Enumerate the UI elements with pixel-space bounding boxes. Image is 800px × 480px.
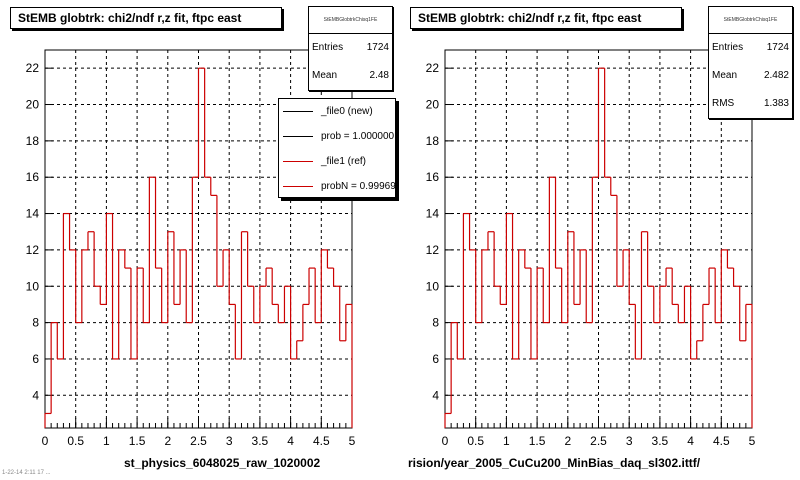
- left-ytick-label-9: 22: [26, 61, 40, 75]
- corner-timestamp: 1-22-14 2:11 17 ...: [2, 470, 51, 476]
- legend-entry-new: _file0 (new): [279, 99, 395, 124]
- left-frame: [44, 49, 353, 429]
- right-entries-value: 1724: [766, 42, 789, 53]
- right-rms-label: RMS: [712, 98, 735, 109]
- left-stats-mean: Mean 2.48: [309, 62, 392, 90]
- right-ytick-label-9: 22: [426, 61, 440, 75]
- left-xtick-label-7: 3.5: [252, 434, 269, 448]
- left-histogram-chart: 4 6 8 10 12 14 16 18 20 22 0 0.5 1 1.5 2 2.5 3 3.5 4 4.5 5: [26, 49, 356, 448]
- legend-line-probn: [283, 186, 313, 187]
- right-ytick-label-0: 4: [432, 388, 439, 402]
- left-xtick-label-10: 5: [349, 434, 356, 448]
- left-stats-entries: Entries 1724: [309, 34, 392, 62]
- left-xtick-label-9: 4.5: [313, 434, 330, 448]
- right-xtick-label-7: 3.5: [652, 434, 669, 448]
- left-legend: _file0 (new) prob = 1.000000 _file1 (ref…: [278, 98, 396, 198]
- right-frame: [444, 49, 753, 429]
- left-ytick-label-2: 8: [32, 316, 39, 330]
- left-entries-value: 1724: [366, 42, 389, 53]
- left-stats-box: StEMBGlobtrkChisq1FE Entries 1724 Mean 2…: [308, 6, 393, 91]
- right-x-caption: rision/year_2005_CuCu200_MinBias_daq_sl3…: [408, 456, 701, 470]
- left-xtick-label-1: 0.5: [67, 434, 84, 448]
- left-xtick-label-5: 2.5: [190, 434, 207, 448]
- right-histogram-chart: 4 6 8 10 12 14 16 18 20 22 0 0.5 1 1.5 2 2.5 3 3.5 4 4.5 5: [426, 49, 756, 448]
- right-xtick-label-6: 3: [626, 434, 633, 448]
- right-xtick-label-2: 1: [503, 434, 510, 448]
- legend-label-ref: _file1 (ref): [321, 156, 367, 167]
- left-xtick-label-2: 1: [103, 434, 110, 448]
- right-title: StEMB globtrk: chi2/ndf r,z fit, ftpc ea…: [410, 7, 682, 29]
- right-stats-box: StEMBGlobtrkChisq1FE Entries 1724 Mean 2…: [708, 6, 793, 119]
- legend-entry-ref: _file1 (ref): [279, 149, 395, 174]
- right-ytick-label-1: 6: [432, 352, 439, 366]
- left-x-caption: st_physics_6048025_raw_1020002: [124, 456, 321, 470]
- right-ytick-label-8: 20: [426, 98, 440, 112]
- legend-line-prob: [283, 136, 313, 137]
- left-ytick-label-8: 20: [26, 98, 40, 112]
- left-title: StEMB globtrk: chi2/ndf r,z fit, ftpc ea…: [10, 7, 282, 29]
- right-entries-label: Entries: [712, 42, 744, 53]
- left-xtick-label-4: 2: [164, 434, 171, 448]
- legend-entry-prob: prob = 1.000000: [279, 124, 395, 149]
- right-mean-label: Mean: [712, 70, 738, 81]
- right-stats-rms: RMS 1.383: [709, 90, 792, 118]
- right-xtick-label-9: 4.5: [713, 434, 730, 448]
- right-ytick-label-2: 8: [432, 316, 439, 330]
- right-ytick-label-7: 18: [426, 134, 440, 148]
- right-xtick-label-4: 2: [564, 434, 571, 448]
- right-stats-mean: Mean 2.482: [709, 62, 792, 90]
- right-xtick-label-3: 1.5: [529, 434, 546, 448]
- right-ytick-label-3: 10: [426, 279, 440, 293]
- right-xtick-label-5: 2.5: [590, 434, 607, 448]
- legend-entry-probn: probN = 0.999699: [279, 174, 396, 197]
- left-ytick-label-1: 6: [32, 352, 39, 366]
- right-ytick-label-6: 16: [426, 170, 440, 184]
- left-ytick-label-5: 14: [26, 207, 40, 221]
- left-xtick-label-3: 1.5: [129, 434, 146, 448]
- left-ytick-label-4: 12: [26, 243, 40, 257]
- right-xtick-label-1: 0.5: [467, 434, 484, 448]
- left-entries-label: Entries: [312, 42, 344, 53]
- legend-label-new: _file0 (new): [321, 106, 373, 117]
- right-ytick-label-4: 12: [426, 243, 440, 257]
- left-histogram-panel: 4 6 8 10 12 14 16 18 20 22 0 0.5 1 1.5 2 2.5 3 3.5 4 4.5 5 S…: [10, 6, 396, 470]
- right-histogram-panel: 4 6 8 10 12 14 16 18 20 22 0 0.5 1 1.5 2 2.5 3 3.5 4 4.5 5 S…: [400, 0, 800, 480]
- left-mean-label: Mean: [312, 70, 338, 81]
- left-xtick-label-8: 4: [287, 434, 294, 448]
- legend-label-probn: probN = 0.999699: [321, 181, 396, 192]
- right-rms-value: 1.383: [763, 98, 789, 109]
- right-xtick-label-10: 5: [749, 434, 756, 448]
- left-xtick-label-0: 0: [42, 434, 49, 448]
- right-ytick-label-5: 14: [426, 207, 440, 221]
- right-stats-entries: Entries 1724: [709, 34, 792, 62]
- left-ytick-label-0: 4: [32, 388, 39, 402]
- legend-label-prob: prob = 1.000000: [321, 131, 395, 142]
- legend-line-ref: [283, 161, 313, 162]
- left-ytick-label-3: 10: [26, 279, 40, 293]
- left-xtick-label-6: 3: [226, 434, 233, 448]
- right-mean-value: 2.482: [763, 70, 789, 81]
- left-ytick-label-6: 16: [26, 170, 40, 184]
- right-stats-name: StEMBGlobtrkChisq1FE: [709, 7, 792, 34]
- legend-line-new: [283, 111, 313, 112]
- left-ytick-label-7: 18: [26, 134, 40, 148]
- left-mean-value: 2.48: [369, 70, 389, 81]
- right-xtick-label-0: 0: [442, 434, 449, 448]
- left-stats-name: StEMBGlobtrkChisq1FE: [309, 7, 392, 34]
- right-xtick-label-8: 4: [687, 434, 694, 448]
